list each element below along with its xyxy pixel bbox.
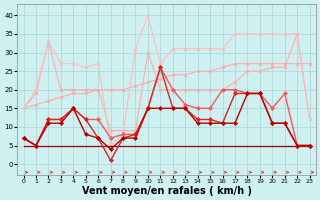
X-axis label: Vent moyen/en rafales ( km/h ): Vent moyen/en rafales ( km/h ) (82, 186, 252, 196)
